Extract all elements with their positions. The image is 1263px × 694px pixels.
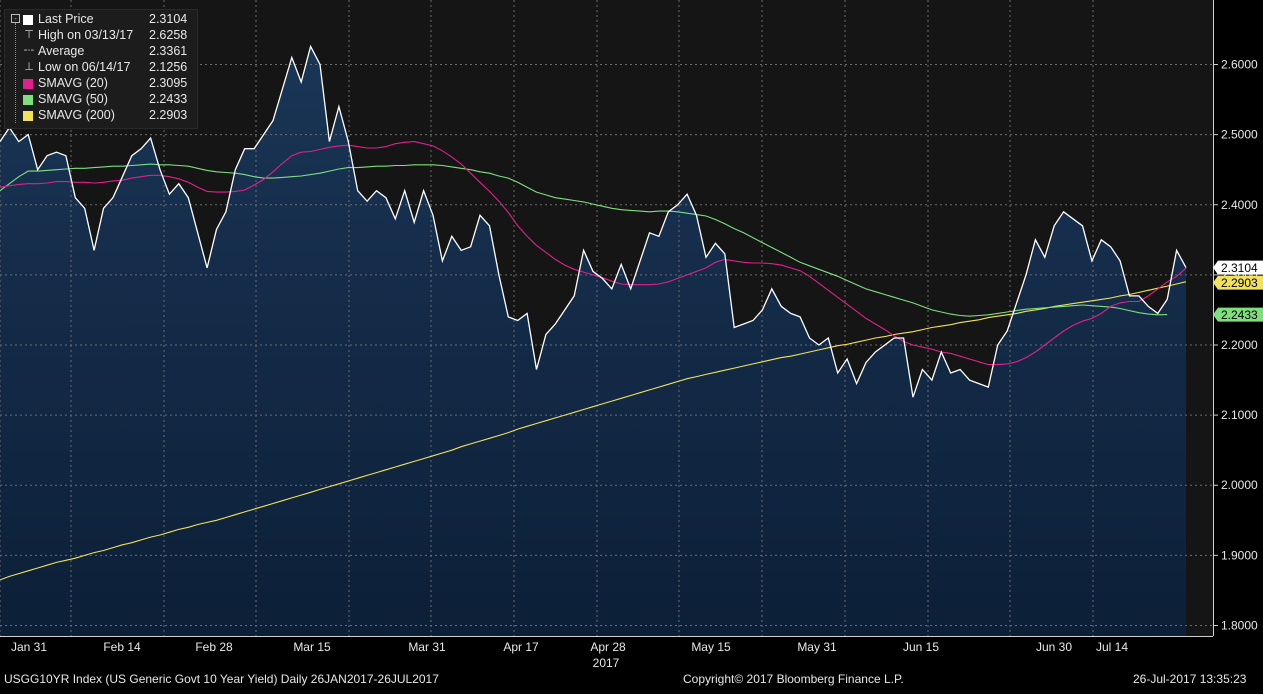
end-value-tag: 2.3104 [1213, 260, 1263, 275]
y-tick-label: 2.2000 [1221, 338, 1258, 352]
legend-collapse-icon[interactable]: - [11, 14, 20, 23]
x-tick-label: Feb 14 [103, 640, 141, 654]
legend-label: SMAVG (20) [38, 76, 108, 90]
footer-copyright: Copyright© 2017 Bloomberg Finance L.P. [683, 672, 904, 686]
x-year-label: 2017 [593, 656, 620, 670]
x-tick-label: Apr 28 [590, 640, 626, 654]
last-price-line [0, 44, 1187, 398]
x-tick-label: Apr 17 [503, 640, 539, 654]
legend-value: 2.1256 [149, 60, 188, 74]
legend-label: High on 03/13/17 [38, 28, 134, 42]
y-tick-label: 2.4000 [1221, 198, 1258, 212]
legend-swatch [23, 15, 33, 25]
end-value-tag-label: 2.2433 [1221, 308, 1258, 322]
last-price-area [0, 46, 1186, 636]
legend-label: Low on 06/14/17 [38, 60, 131, 74]
y-tick-label: 2.6000 [1221, 58, 1258, 72]
legend-label: SMAVG (200) [38, 108, 115, 122]
average-marker-icon: -∙- [23, 44, 35, 56]
legend-value: 2.3361 [149, 44, 188, 58]
end-value-tag: 2.2903 [1213, 275, 1263, 290]
legend-value: 2.2433 [149, 92, 188, 106]
sma50-line [0, 163, 1168, 317]
end-value-tag: 2.2433 [1213, 307, 1263, 322]
end-value-tag-bg [1213, 275, 1263, 290]
end-value-tag-label: 2.3104 [1221, 261, 1258, 275]
legend-tree-line [15, 23, 16, 123]
end-value-tag-label: 2.2903 [1221, 276, 1258, 290]
x-tick-label: Jun 15 [903, 640, 939, 654]
legend-value: 2.2903 [149, 108, 188, 122]
x-tick-label: Jan 31 [11, 640, 47, 654]
x-tick-label: May 31 [797, 640, 837, 654]
sma200-line [0, 281, 1187, 581]
x-tick-label: Jul 14 [1096, 640, 1128, 654]
footer-timestamp: 26-Jul-2017 13:35:23 [1133, 672, 1247, 686]
x-tick-label: Feb 28 [195, 640, 233, 654]
legend-swatch [23, 95, 33, 105]
footer-security-description: USGG10YR Index (US Generic Govt 10 Year … [4, 672, 439, 686]
low-marker-icon: ⊥ [24, 61, 34, 73]
legend-swatch [23, 79, 33, 89]
sma20-line [0, 141, 1187, 366]
end-value-tag-bg [1213, 307, 1263, 322]
x-tick-label: Jun 30 [1036, 640, 1072, 654]
x-tick-label: May 15 [691, 640, 731, 654]
high-marker-icon: ⊤ [24, 29, 34, 41]
y-tick-label: 1.9000 [1221, 548, 1258, 562]
y-tick-label: 2.0000 [1221, 478, 1258, 492]
legend-label: SMAVG (50) [38, 92, 108, 106]
legend-label: Last Price [38, 12, 94, 26]
legend-value: 2.6258 [149, 28, 188, 42]
x-tick-label: Mar 31 [408, 640, 446, 654]
y-tick-label: 2.5000 [1221, 128, 1258, 142]
legend-value: 2.3095 [149, 76, 188, 90]
x-tick-label: Mar 15 [293, 640, 331, 654]
legend-value: 2.3104 [149, 12, 188, 26]
legend-label: Average [38, 44, 85, 58]
y-tick-label: 2.1000 [1221, 408, 1258, 422]
end-value-tag-bg [1213, 260, 1263, 275]
legend-swatch [23, 111, 33, 121]
legend: - Last Price 2.3104 ⊤ High on 03/13/17 2.625… [4, 9, 198, 129]
y-tick-label: 1.8000 [1221, 618, 1258, 632]
